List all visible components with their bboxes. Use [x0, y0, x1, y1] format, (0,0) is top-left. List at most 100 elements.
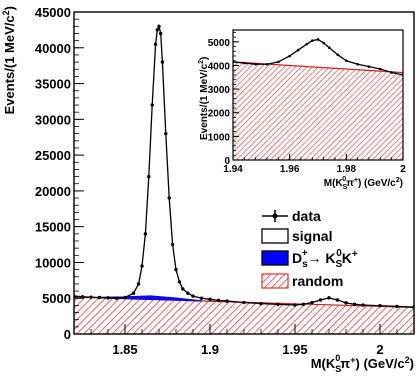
data-point: [265, 62, 269, 66]
random-region: [233, 61, 403, 160]
data-point: [288, 54, 291, 58]
data-point: [131, 291, 136, 295]
x-tick-label: 1.98: [337, 164, 357, 175]
x-tick-label: 1.9: [201, 342, 219, 357]
inset-plot: 1.94 1.96 1.98 2 0 1000 2000 3000 4000 5000 M(KS0…: [198, 29, 406, 191]
data-point: [316, 38, 320, 41]
legend-entry-dsk: Ds+→ KS0K+: [261, 248, 358, 270]
data-point: [276, 302, 280, 307]
data-point: [153, 42, 158, 46]
data-point: [311, 39, 314, 42]
y-tick-label: 1000: [208, 132, 231, 143]
y-tick-label: 4000: [208, 61, 231, 72]
legend-label-data: data: [292, 208, 321, 224]
x-tick-label: 1.94: [223, 164, 243, 175]
data-point: [293, 303, 297, 307]
data-point: [216, 298, 221, 303]
data-point: [80, 295, 85, 299]
data-point: [296, 48, 300, 52]
y-tick-label: 40000: [35, 41, 71, 56]
x-tick-label: 1.85: [112, 342, 137, 357]
inset-x-axis-title: M(KS0π+) (GeV/c2): [324, 176, 403, 191]
x-tick-label: 1.96: [280, 164, 300, 175]
y-tick-label: 0: [64, 327, 71, 342]
data-point: [310, 300, 314, 305]
legend-label-random: random: [292, 273, 343, 289]
main-x-axis-title: M(KS0π+) (GeV/c2): [311, 353, 414, 374]
data-point: [170, 242, 175, 247]
main-plot: 1.85 1.9 1.95 20500010000150002000025000300…: [1, 5, 415, 374]
data-point: [123, 295, 127, 300]
data-point: [390, 71, 393, 74]
data-point: [361, 303, 365, 307]
data-point: [322, 41, 325, 45]
data-point: [136, 282, 141, 286]
y-tick-label: 15000: [35, 220, 71, 235]
data-point: [254, 62, 257, 66]
y-tick-label: 20000: [35, 184, 71, 199]
data-point: [97, 295, 102, 300]
data-point: [181, 287, 185, 291]
x-tick-label: 2: [400, 164, 406, 175]
data-point: [159, 31, 163, 36]
legend-entry-signal: signal: [261, 228, 332, 244]
data-point: [174, 267, 178, 272]
y-tick-label: 30000: [35, 112, 71, 127]
legend: data signal Ds+→ KS0K+ random: [261, 208, 358, 289]
y-tick-label: 35000: [35, 77, 71, 92]
data-point: [177, 280, 182, 284]
data-point: [143, 232, 148, 236]
data-point: [167, 196, 171, 200]
data-point: [305, 42, 308, 46]
data-point: [243, 61, 246, 65]
data-point: [160, 60, 165, 64]
data-point: [199, 296, 204, 300]
data-point: [277, 60, 280, 64]
data-point: [259, 301, 263, 306]
data-point: [344, 301, 348, 305]
legend-entry-random: random: [261, 273, 343, 289]
data-point: [336, 53, 340, 57]
data-point: [186, 291, 190, 295]
data-point: [225, 299, 229, 303]
data-point: [356, 62, 359, 66]
data-point: [395, 304, 399, 309]
main-y-axis-title: Events/(1 MeV/c2): [1, 6, 17, 114]
data-point: [327, 296, 331, 300]
y-tick-label: 2000: [208, 109, 231, 120]
data-point: [335, 298, 340, 302]
data-point: [140, 264, 144, 268]
data-point: [106, 296, 110, 300]
legend-entry-data: data: [262, 208, 321, 224]
x-tick-label: 2: [376, 342, 383, 357]
data-point: [191, 294, 195, 298]
data-point: [352, 302, 357, 307]
y-tick-label: 0: [224, 156, 230, 167]
y-tick-label: 5000: [208, 38, 231, 49]
y-tick-label: 10000: [35, 255, 71, 270]
data-point: [147, 174, 151, 179]
data-point: [114, 296, 119, 300]
data-point: [157, 24, 161, 29]
data-point: [89, 295, 93, 299]
inset-y-axis-title: Events/(1 MeV/c2): [198, 57, 210, 140]
inset-plot-frame: [232, 29, 404, 161]
x-tick-label: 1.95: [282, 342, 307, 357]
data-point: [378, 304, 382, 308]
data-point: [345, 59, 348, 63]
data-point: [367, 65, 371, 68]
legend-label-signal: signal: [292, 228, 332, 244]
y-tick-label: 3000: [208, 85, 231, 96]
data-point: [208, 297, 212, 301]
data-point: [328, 46, 331, 50]
data-point: [164, 131, 168, 136]
data-point: [150, 103, 154, 107]
data-point: [379, 67, 382, 71]
y-tick-label: 25000: [35, 148, 71, 163]
y-tick-label: 45000: [35, 5, 71, 20]
random-region: [74, 297, 414, 334]
data-point: [242, 300, 246, 305]
legend-label-dsk: Ds+→ KS0K+: [292, 248, 358, 270]
data-point: [155, 28, 159, 32]
y-tick-label: 5000: [42, 291, 71, 306]
